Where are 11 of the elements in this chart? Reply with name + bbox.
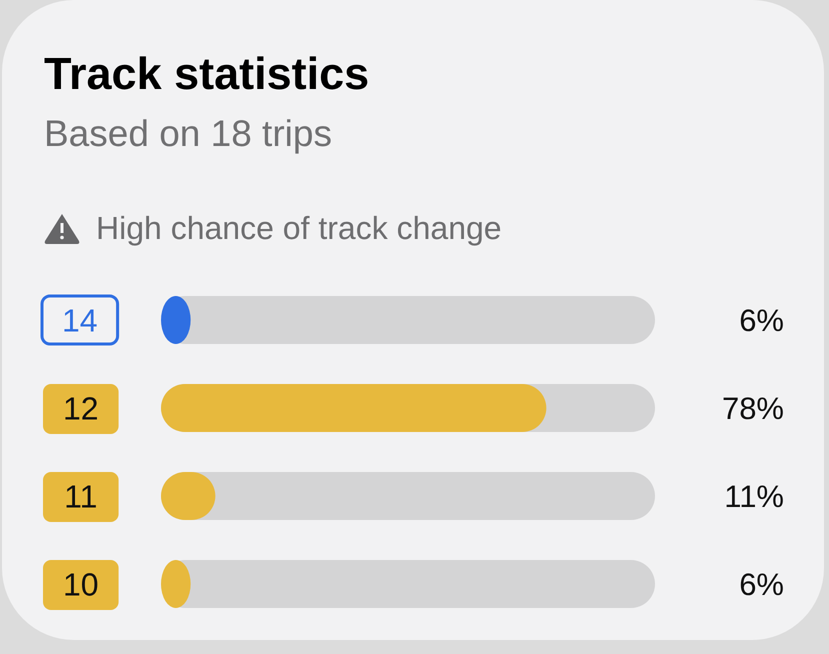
data-label: 78% [722, 391, 784, 426]
y-tick-label: 11 [64, 478, 98, 514]
y-tick-label: 12 [62, 390, 99, 426]
chart-subtitle: Based on 18 trips [44, 113, 332, 154]
text: High chance of track change [96, 210, 502, 246]
data-label: 11% [724, 479, 784, 514]
y-tick-label: 14 [62, 302, 98, 338]
data-label: 6% [739, 303, 784, 338]
chart-title: Track statistics [44, 48, 370, 99]
y-tick-label: 10 [62, 566, 99, 602]
data-label: 6% [739, 567, 784, 602]
